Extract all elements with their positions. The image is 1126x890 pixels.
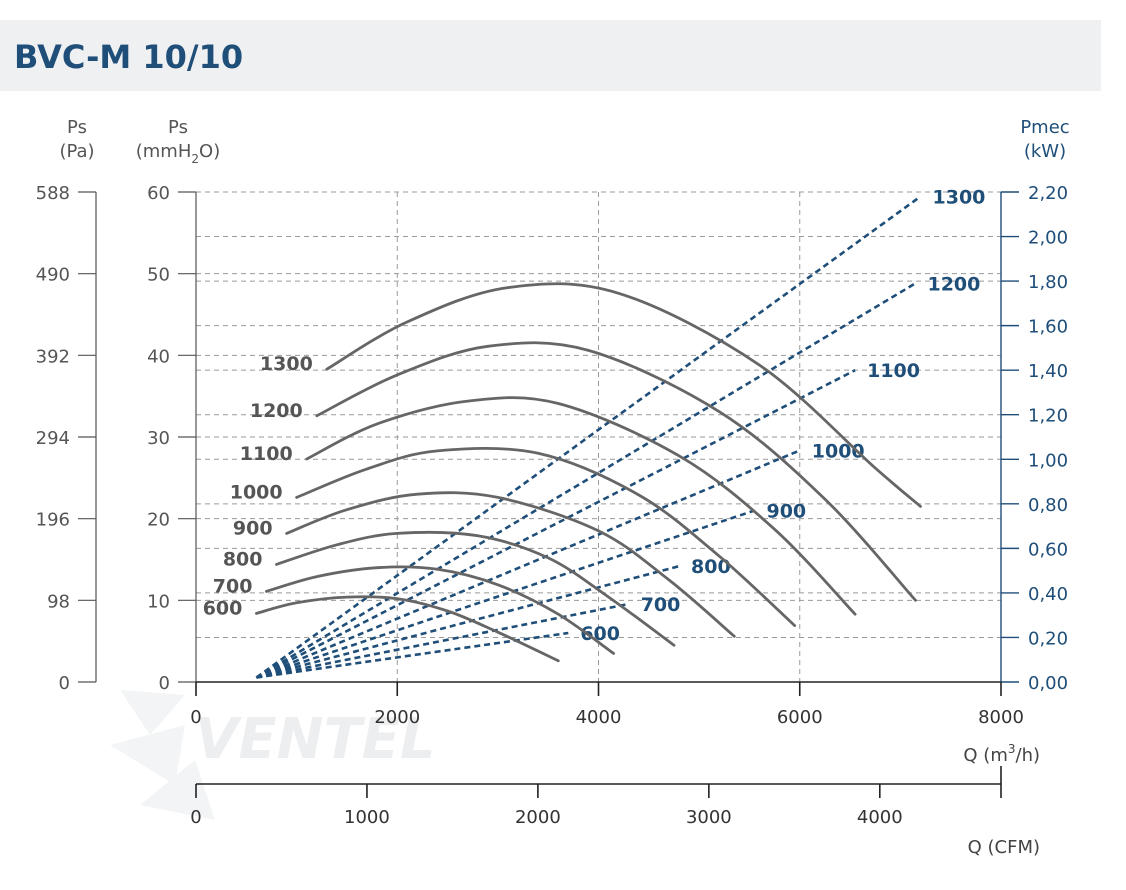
power-tick-label: 1,00 [1028,450,1068,471]
flow-axis-title: Q (m3/h) [963,742,1040,766]
flow-tick-label: 8000 [978,707,1024,728]
pressure-curve-1300 [325,282,922,508]
power-curve-1200 [255,282,917,679]
pressure-curve-1200 [315,341,917,602]
power-tick-label: 1,80 [1028,272,1068,293]
cfm-tick-label: 1000 [344,807,390,828]
cfm-tick-label: 2000 [515,807,561,828]
power-tick-label: 1,20 [1028,406,1068,427]
axes: 01020304050600981962943924905880,000,200… [36,183,1068,828]
pressure-curve-900 [285,491,736,638]
power-tick-label: 2,20 [1028,183,1068,204]
power-curve-label-1200: 1200 [927,273,980,295]
power-curve-700 [256,602,629,679]
power-curve-label-1100: 1100 [867,360,920,382]
mmh2o-tick-label: 10 [147,591,170,612]
pa-tick-label: 196 [36,510,70,531]
mmh2o-tick-label: 30 [147,428,170,449]
pressure-curve-600 [254,595,560,663]
pressure-curve-label-800: 800 [223,548,263,570]
power-curve-label-1300: 1300 [933,186,986,208]
pa-axis-title: Ps [67,117,87,138]
mmh2o-axis-title: Ps [168,117,188,138]
pa-tick-label: 588 [36,183,70,204]
power-curve-1000 [255,449,801,679]
power-curve-label-600: 600 [580,623,620,645]
pa-axis-unit: (Pa) [59,141,94,162]
flow-tick-label: 4000 [576,707,622,728]
flow-tick-label: 0 [190,707,201,728]
pressure-curve-1000 [295,447,797,627]
mmh2o-tick-label: 40 [147,346,170,367]
cfm-axis-title: Q (CFM) [968,837,1040,858]
cfm-tick-label: 4000 [857,807,903,828]
power-curve-label-700: 700 [641,594,681,616]
power-tick-label: 0,40 [1028,584,1068,605]
power-curve-900 [255,509,755,679]
power-tick-label: 0,80 [1028,495,1068,516]
watermark-text: VENTEL [195,707,436,772]
power-curve-800 [256,564,680,679]
cfm-tick-label: 0 [190,807,201,828]
power-curve-label-800: 800 [691,556,731,578]
power-curve-label-900: 900 [766,501,806,523]
grid [196,191,1001,682]
power-tick-label: 1,60 [1028,317,1068,338]
watermark-logo: VENTEL [110,690,436,820]
mmh2o-tick-label: 50 [147,265,170,286]
pa-tick-label: 98 [47,591,70,612]
pressure-curve-label-1100: 1100 [240,443,293,465]
mmh2o-axis-unit: (mmH2O) [136,141,220,166]
chart-title: BVC-M 10/10 [14,38,244,76]
pressure-curve-1100 [305,396,857,616]
pa-tick-label: 294 [36,428,70,449]
power-axis-unit: (kW) [1024,141,1066,162]
pressure-curve-label-1300: 1300 [260,353,313,375]
pressure-curve-700 [265,565,615,655]
title-bar [0,20,1101,91]
power-curve-1100 [255,369,856,679]
pa-tick-label: 490 [36,265,70,286]
power-tick-label: 0,00 [1028,673,1068,694]
mmh2o-tick-label: 60 [147,183,170,204]
mmh2o-tick-label: 0 [159,673,170,694]
cfm-tick-label: 3000 [686,807,732,828]
pa-tick-label: 392 [36,346,70,367]
power-curve-1300 [255,195,922,679]
pressure-curve-label-900: 900 [233,517,273,539]
pressure-curve-label-600: 600 [203,597,243,619]
power-tick-label: 1,40 [1028,361,1068,382]
power-axis-title: Pmec [1020,117,1069,138]
power-curve-600 [256,631,569,679]
pressure-curve-label-1200: 1200 [250,400,303,422]
power-tick-label: 0,20 [1028,628,1068,649]
mmh2o-tick-label: 20 [147,510,170,531]
pressure-curve-label-700: 700 [213,575,253,597]
flow-tick-label: 2000 [374,707,420,728]
power-tick-label: 2,00 [1028,228,1068,249]
axis-labels: Ps (Pa) Ps (mmH2O) Pmec (kW) Q (m3/h) Q … [59,117,1069,858]
power-tick-label: 0,60 [1028,539,1068,560]
pressure-curve-800 [275,531,676,647]
pressure-curve-label-1000: 1000 [230,481,283,503]
pa-tick-label: 0 [59,673,70,694]
flow-tick-label: 6000 [777,707,823,728]
